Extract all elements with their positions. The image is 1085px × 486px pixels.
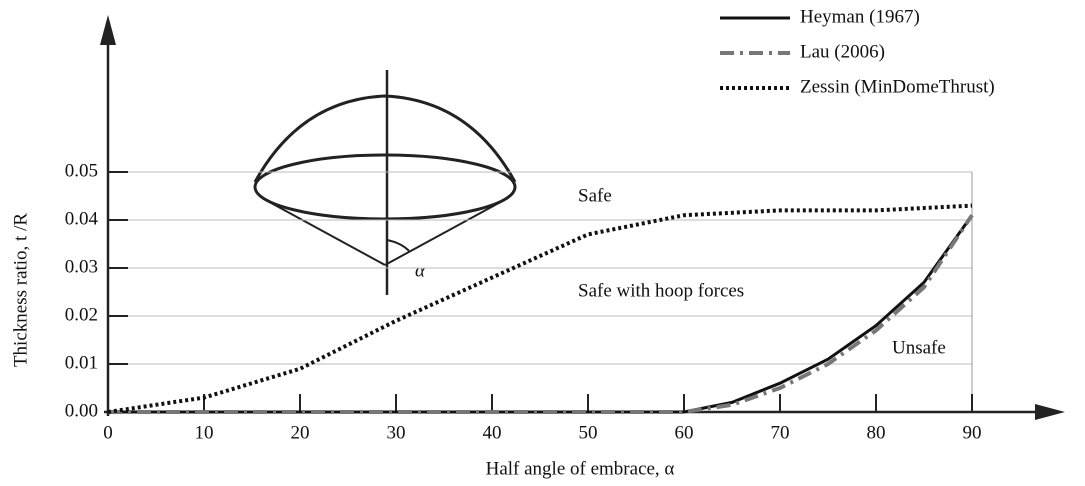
- x-tick-label: 30: [387, 422, 406, 443]
- x-tick-label: 90: [963, 422, 982, 443]
- x-tick-label: 10: [195, 422, 214, 443]
- x-tick-label: 60: [675, 422, 694, 443]
- y-axis-arrow: [100, 15, 116, 45]
- y-tick-label: 0.00: [65, 400, 98, 421]
- y-tick-label: 0.02: [65, 304, 98, 325]
- cone-line: [261, 197, 386, 266]
- legend-label: Lau (2006): [800, 41, 885, 62]
- x-tick-label: 80: [867, 422, 886, 443]
- x-tick-label: 0: [103, 422, 113, 443]
- legend-label: Heyman (1967): [800, 6, 920, 27]
- alpha-label: α: [415, 260, 426, 281]
- annotation: Unsafe: [892, 337, 946, 358]
- series-line: [108, 214, 974, 414]
- annotation: Safe with hoop forces: [578, 280, 744, 301]
- dome-arc: [253, 94, 517, 183]
- series-line: [108, 214, 974, 414]
- x-tick-label: 50: [579, 422, 598, 443]
- cone-line: [384, 197, 509, 266]
- y-tick-label: 0.05: [65, 160, 98, 181]
- y-tick-label: 0.01: [65, 352, 98, 373]
- x-axis-arrow: [1035, 404, 1065, 420]
- dome-base: [253, 153, 517, 221]
- y-tick-label: 0.04: [65, 208, 99, 229]
- x-tick-label: 70: [771, 422, 790, 443]
- series-line: [107, 203, 973, 414]
- x-tick-label: 20: [291, 422, 310, 443]
- x-tick-label: 40: [483, 422, 502, 443]
- angle-arc: [386, 239, 411, 253]
- dome-diagram: [253, 70, 517, 295]
- y-axis-label: Thickness ratio, t /R: [10, 213, 31, 367]
- x-axis-label: Half angle of embrace, α: [486, 458, 675, 479]
- y-tick-label: 0.03: [65, 256, 98, 277]
- legend-label: Zessin (MinDomeThrust): [800, 76, 995, 97]
- annotation: Safe: [578, 185, 612, 206]
